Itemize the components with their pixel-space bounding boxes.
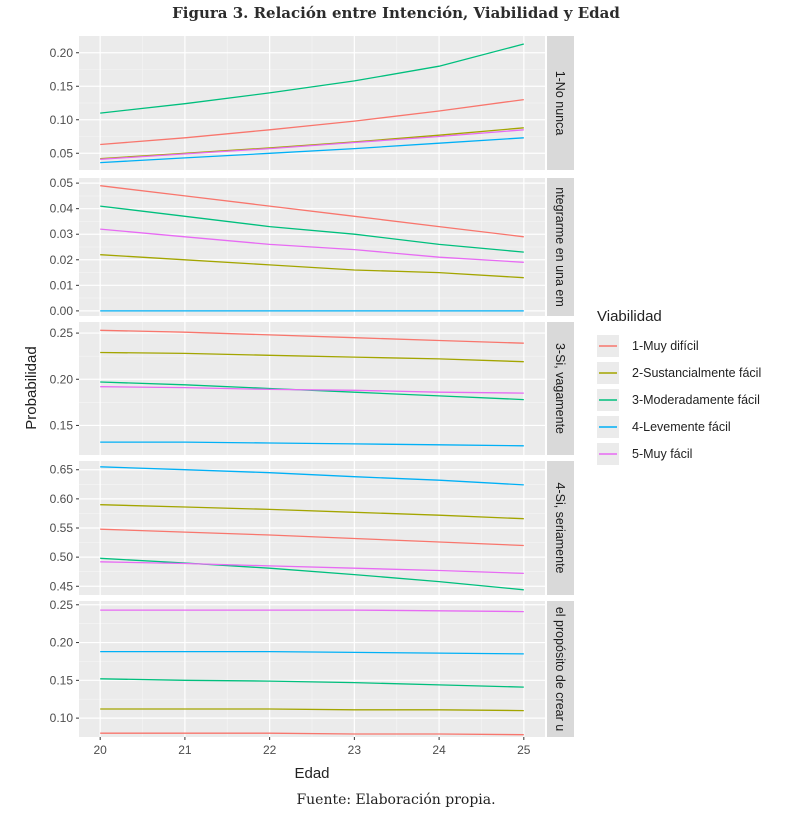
x-tick-label: 21: [178, 743, 192, 757]
y-tick-label: 0.04: [50, 202, 74, 216]
facet-strip-label: 3-Si, vagamente: [553, 343, 567, 434]
y-tick-label: 0.15: [50, 79, 74, 93]
y-tick-label: 0.15: [50, 418, 74, 432]
panel-1: 0.05 0.10 0.15 0.20 1-No nunca: [50, 36, 574, 170]
y-tick-label: 0.10: [50, 711, 74, 725]
x-axis: 20 21 22 23 24 25: [94, 737, 531, 757]
y-tick-label: 0.03: [50, 227, 74, 241]
legend-label: 5-Muy fácil: [632, 447, 692, 461]
x-tick-label: 20: [94, 743, 108, 757]
x-tick-label: 23: [348, 743, 362, 757]
y-tick-label: 0.02: [50, 253, 74, 267]
series-line-1: [100, 185, 524, 238]
legend-item: 5-Muy fácil: [597, 443, 692, 465]
legend-label: 2-Sustancialmente fácil: [632, 366, 761, 380]
y-tick-label: 0.15: [50, 673, 74, 687]
series-line-2: [100, 351, 524, 363]
y-axis-title: Probabilidad: [23, 346, 40, 429]
y-tick-label: 0.45: [50, 579, 74, 593]
facet-strip: [547, 601, 574, 737]
series-line-3: [100, 205, 524, 253]
panel-2: 0.00 0.01 0.02 0.03 0.04 0.05 ntegrarme en una…: [50, 176, 574, 318]
figure-caption: Fuente: Elaboración propia.: [296, 792, 496, 808]
facet-strip-label: ntegrarme en una em: [553, 187, 567, 307]
y-tick-label: 0.01: [50, 278, 74, 292]
series-line-2: [100, 708, 524, 712]
y-tick-label: 0.55: [50, 521, 74, 535]
series-line-5: [100, 386, 524, 394]
series-line-2: [100, 254, 524, 279]
facet-strip: [547, 461, 574, 595]
y-tick-label: 0.10: [50, 113, 74, 127]
facet-strip: [547, 36, 574, 170]
facet-strip-label: el propósito de crear u: [553, 607, 567, 731]
y-tick-label: 0.50: [50, 550, 74, 564]
legend-item: 2-Sustancialmente fácil: [597, 362, 761, 384]
facet-strip-label: 4-Si, seriamente: [553, 482, 567, 573]
y-tick-label: 0.20: [50, 46, 74, 60]
series-line-4: [100, 466, 524, 486]
y-tick-label: 0.25: [50, 598, 74, 612]
legend-label: 3-Moderadamente fácil: [632, 393, 760, 407]
figure-title: Figura 3. Relación entre Intención, Viab…: [172, 4, 620, 22]
x-tick-label: 24: [432, 743, 446, 757]
y-tick-label: 0.05: [50, 176, 74, 190]
series-line-5: [100, 129, 524, 160]
y-tick-label: 0.65: [50, 463, 74, 477]
series-line-4: [100, 137, 524, 164]
legend-item: 3-Moderadamente fácil: [597, 389, 760, 411]
series-line-1: [100, 329, 524, 344]
facet-strip: [547, 178, 574, 316]
panel-5: 0.10 0.15 0.20 0.25 el propósito de crear u: [50, 598, 574, 737]
legend-label: 4-Levemente fácil: [632, 420, 731, 434]
series-line-1: [100, 732, 524, 736]
y-tick-label: 0.20: [50, 372, 74, 386]
series-line-3: [100, 557, 524, 591]
legend-title: Viabilidad: [597, 308, 662, 325]
panel-3: 0.15 0.20 0.25 3-Si, vagamente: [50, 322, 574, 455]
series-line-1: [100, 98, 524, 146]
legend-item: 4-Levemente fácil: [597, 416, 731, 438]
x-tick-label: 25: [517, 743, 531, 757]
legend-label: 1-Muy difícil: [632, 339, 699, 353]
x-tick-label: 22: [263, 743, 277, 757]
legend-item: 1-Muy difícil: [597, 335, 699, 357]
chart-panels: 0.050.100.150.201-No nunca0.000.010.020.…: [50, 36, 574, 737]
y-tick-label: 0.25: [50, 326, 74, 340]
y-tick-label: 0.60: [50, 492, 74, 506]
series-line-5: [100, 561, 524, 575]
series-line-4: [100, 441, 524, 447]
y-tick-label: 0.20: [50, 636, 74, 650]
series-line-5: [100, 609, 524, 613]
y-tick-label: 0.05: [50, 146, 74, 160]
series-line-4: [100, 650, 524, 655]
x-axis-title: Edad: [294, 765, 329, 782]
series-line-2: [100, 504, 524, 520]
facet-strip-label: 1-No nunca: [553, 71, 567, 136]
facet-strip: [547, 322, 574, 455]
panel-4: 0.45 0.50 0.55 0.60 0.65 4-Si, seriamente: [50, 461, 574, 595]
series-line-3: [100, 43, 524, 114]
series-line-1: [100, 528, 524, 547]
series-line-5: [100, 228, 524, 263]
series-line-3: [100, 678, 524, 688]
legend: Viabilidad 1-Muy difícil 2-Sustancialment…: [597, 308, 761, 465]
y-tick-label: 0.00: [50, 304, 74, 318]
